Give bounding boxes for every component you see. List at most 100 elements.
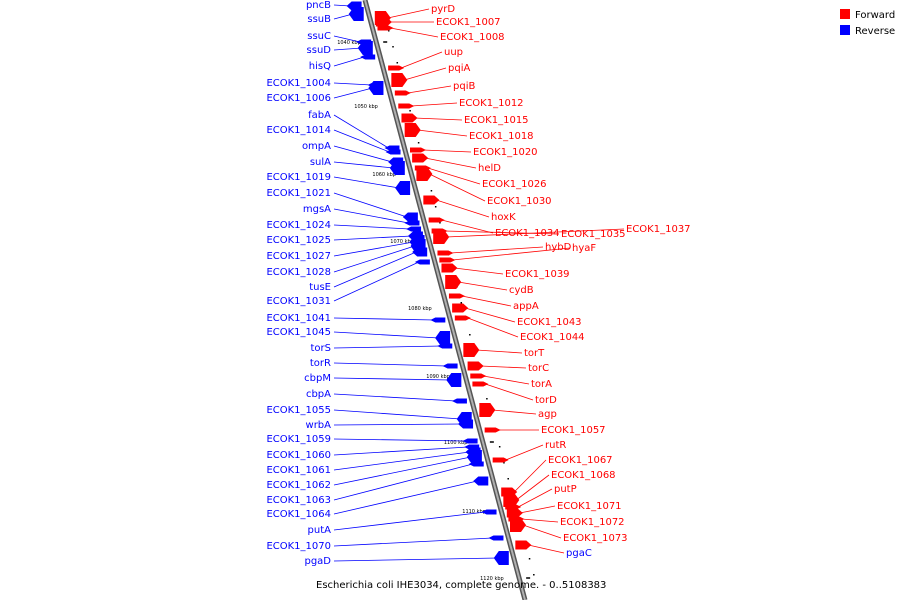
gene-feature-reverse[interactable] [493,551,509,565]
gene-feature-forward[interactable] [445,275,462,289]
gene-label-tord[interactable]: torD [535,395,557,406]
gene-label-agp[interactable]: agp [538,409,557,420]
gene-label-pyrd[interactable]: pyrD [431,4,455,15]
gene-feature-forward[interactable] [437,250,454,256]
gene-feature-forward[interactable] [506,508,523,518]
gene-label-ecok1-1062[interactable]: ECOK1_1062 [266,480,331,491]
gene-feature-forward[interactable] [391,73,408,87]
gene-feature-forward[interactable] [503,493,520,507]
gene-label-ecok1-1035[interactable]: ECOK1_1035 [561,229,626,240]
gene-feature-reverse[interactable] [406,226,422,232]
gene-feature-forward[interactable] [404,123,421,137]
gene-feature-forward[interactable] [492,457,509,463]
gene-feature-forward[interactable] [388,65,405,71]
gene-feature-reverse[interactable] [458,419,474,429]
gene-feature-forward[interactable] [484,427,501,433]
gene-feature-reverse[interactable] [473,476,489,486]
gene-label-ssuc[interactable]: ssuC [307,31,331,42]
gene-label-ecok1-1007[interactable]: ECOK1_1007 [436,17,501,28]
gene-label-rutr[interactable]: rutR [545,440,566,451]
gene-label-uup[interactable]: uup [444,47,463,58]
gene-feature-forward[interactable] [394,90,411,96]
gene-label-pgad[interactable]: pgaD [304,556,331,567]
gene-label-pqib[interactable]: pqiB [453,81,475,92]
gene-label-ecok1-1031[interactable]: ECOK1_1031 [266,296,331,307]
gene-label-ecok1-1037[interactable]: ECOK1_1037 [626,224,691,235]
gene-label-tuse[interactable]: tusE [309,282,331,293]
gene-label-ecok1-1006[interactable]: ECOK1_1006 [266,93,331,104]
gene-feature-forward[interactable] [433,230,450,244]
gene-label-ecok1-1061[interactable]: ECOK1_1061 [266,465,331,476]
gene-label-ecok1-1073[interactable]: ECOK1_1073 [563,533,628,544]
gene-feature-forward[interactable] [470,373,487,379]
gene-feature-reverse[interactable] [488,535,504,541]
gene-label-ecok1-1068[interactable]: ECOK1_1068 [551,470,616,481]
gene-label-tort[interactable]: torT [524,348,545,359]
gene-feature-forward[interactable] [416,167,433,181]
gene-label-ecok1-1026[interactable]: ECOK1_1026 [482,179,547,190]
gene-label-ecok1-1044[interactable]: ECOK1_1044 [520,332,585,343]
gene-feature-forward[interactable] [375,17,392,27]
gene-label-ecok1-1045[interactable]: ECOK1_1045 [266,327,331,338]
gene-label-ecok1-1008[interactable]: ECOK1_1008 [440,32,505,43]
gene-feature-forward[interactable] [479,403,496,417]
gene-label-tors[interactable]: torS [311,343,332,354]
gene-feature-reverse[interactable] [360,54,376,60]
gene-label-cydb[interactable]: cydB [509,285,534,296]
gene-feature-forward[interactable] [377,25,394,31]
gene-feature-forward[interactable] [452,303,469,313]
gene-label-ecok1-1019[interactable]: ECOK1_1019 [266,172,331,183]
gene-label-faba[interactable]: fabA [308,110,331,121]
gene-label-ecok1-1034[interactable]: ECOK1_1034 [495,228,560,239]
gene-feature-forward[interactable] [423,195,440,205]
gene-feature-reverse[interactable] [412,247,428,257]
gene-feature-reverse[interactable] [368,81,384,95]
gene-label-ecok1-1057[interactable]: ECOK1_1057 [541,425,606,436]
gene-feature-reverse[interactable] [385,149,401,155]
gene-feature-forward[interactable] [439,257,456,263]
gene-label-wrba[interactable]: wrbA [306,420,332,431]
gene-feature-reverse[interactable] [462,438,478,444]
gene-feature-reverse[interactable] [402,212,418,222]
gene-feature-reverse[interactable] [348,7,364,21]
gene-label-ssud[interactable]: ssuD [307,45,332,56]
gene-label-ecok1-1027[interactable]: ECOK1_1027 [266,251,331,262]
gene-label-cbpm[interactable]: cbpM [304,373,331,384]
gene-feature-forward[interactable] [448,293,465,299]
gene-feature-forward[interactable] [412,153,429,163]
gene-label-cbpa[interactable]: cbpA [306,389,331,400]
gene-label-ecok1-1041[interactable]: ECOK1_1041 [266,313,331,324]
gene-feature-reverse[interactable] [435,331,451,345]
gene-feature-forward[interactable] [472,381,489,387]
gene-feature-reverse[interactable] [437,343,453,349]
gene-label-hybd[interactable]: hybD [545,242,572,253]
gene-label-ecok1-1060[interactable]: ECOK1_1060 [266,450,331,461]
gene-feature-forward[interactable] [441,263,458,273]
gene-label-ecok1-1059[interactable]: ECOK1_1059 [266,434,331,445]
gene-feature-reverse[interactable] [404,220,420,226]
gene-label-ecok1-1067[interactable]: ECOK1_1067 [548,455,613,466]
gene-label-hisq[interactable]: hisQ [309,61,331,72]
gene-feature-forward[interactable] [515,540,532,550]
gene-label-ecok1-1024[interactable]: ECOK1_1024 [266,220,331,231]
gene-label-ecok1-1043[interactable]: ECOK1_1043 [517,317,582,328]
gene-label-pgac[interactable]: pgaC [566,548,592,559]
gene-feature-forward[interactable] [510,518,526,532]
gene-label-ecok1-1021[interactable]: ECOK1_1021 [266,188,331,199]
gene-label-ecok1-1064[interactable]: ECOK1_1064 [266,509,331,520]
gene-label-appa[interactable]: appA [513,301,539,312]
gene-feature-reverse[interactable] [430,317,446,323]
gene-label-ecok1-1018[interactable]: ECOK1_1018 [469,131,534,142]
gene-feature-reverse[interactable] [446,373,462,387]
gene-feature-reverse[interactable] [442,363,458,369]
gene-label-pncb[interactable]: pncB [306,0,331,11]
gene-label-hoxk[interactable]: hoxK [491,212,516,223]
gene-feature-forward[interactable] [410,147,426,153]
gene-label-ecok1-1020[interactable]: ECOK1_1020 [473,147,538,158]
gene-feature-forward[interactable] [467,361,484,371]
gene-feature-reverse[interactable] [395,181,411,195]
gene-feature-forward[interactable] [401,113,418,123]
gene-label-ecok1-1025[interactable]: ECOK1_1025 [266,235,331,246]
gene-label-putp[interactable]: putP [554,484,577,495]
gene-label-ecok1-1070[interactable]: ECOK1_1070 [266,541,331,552]
